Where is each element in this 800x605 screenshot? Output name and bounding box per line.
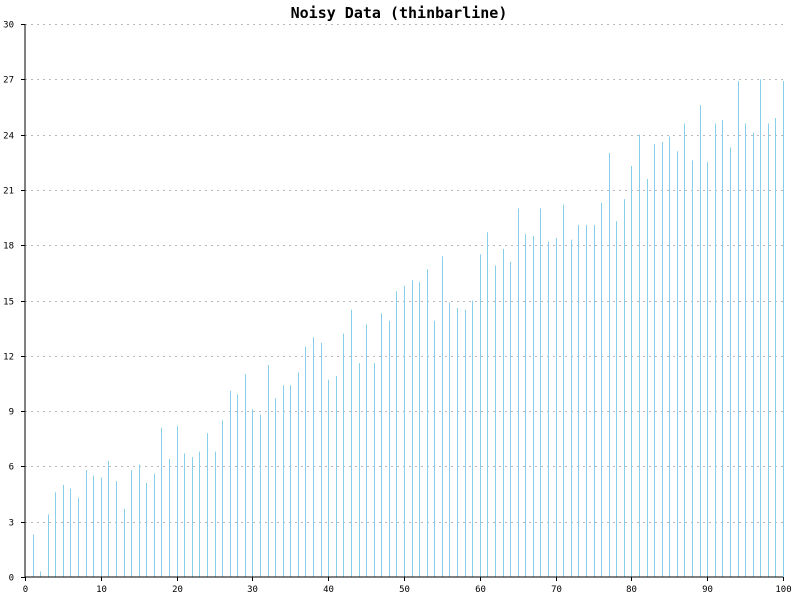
chart-title: Noisy Data (thinbarline) <box>291 4 508 22</box>
y-tick-label: 21 <box>3 187 14 197</box>
x-tick-label: 30 <box>247 585 258 595</box>
x-tick-label: 50 <box>399 585 410 595</box>
tick-labels: 0 3 6 9 12 15 18 21 24 27 30 0 10 20 30 40 50 60 70 80 90 100 <box>3 21 791 596</box>
y-tick-label: 15 <box>3 298 14 308</box>
y-tick-label: 30 <box>3 21 14 31</box>
x-tick-label: 0 <box>23 585 28 595</box>
bar-series <box>33 79 784 577</box>
x-tick-label: 100 <box>775 585 791 595</box>
x-tick-label: 10 <box>96 585 107 595</box>
x-tick-label: 80 <box>626 585 637 595</box>
y-tick-label: 0 <box>9 574 14 584</box>
y-tick-label: 3 <box>9 519 14 529</box>
x-tick-label: 70 <box>551 585 562 595</box>
x-tick-label: 40 <box>323 585 334 595</box>
x-tick-label: 20 <box>172 585 183 595</box>
x-tick-label: 60 <box>475 585 486 595</box>
x-tick-label: 90 <box>702 585 713 595</box>
y-tick-label: 9 <box>9 408 14 418</box>
y-tick-label: 24 <box>3 132 14 142</box>
y-tick-label: 6 <box>9 463 14 473</box>
y-tick-label: 18 <box>3 242 14 252</box>
y-tick-label: 27 <box>3 76 14 86</box>
y-tick-label: 12 <box>3 353 14 363</box>
